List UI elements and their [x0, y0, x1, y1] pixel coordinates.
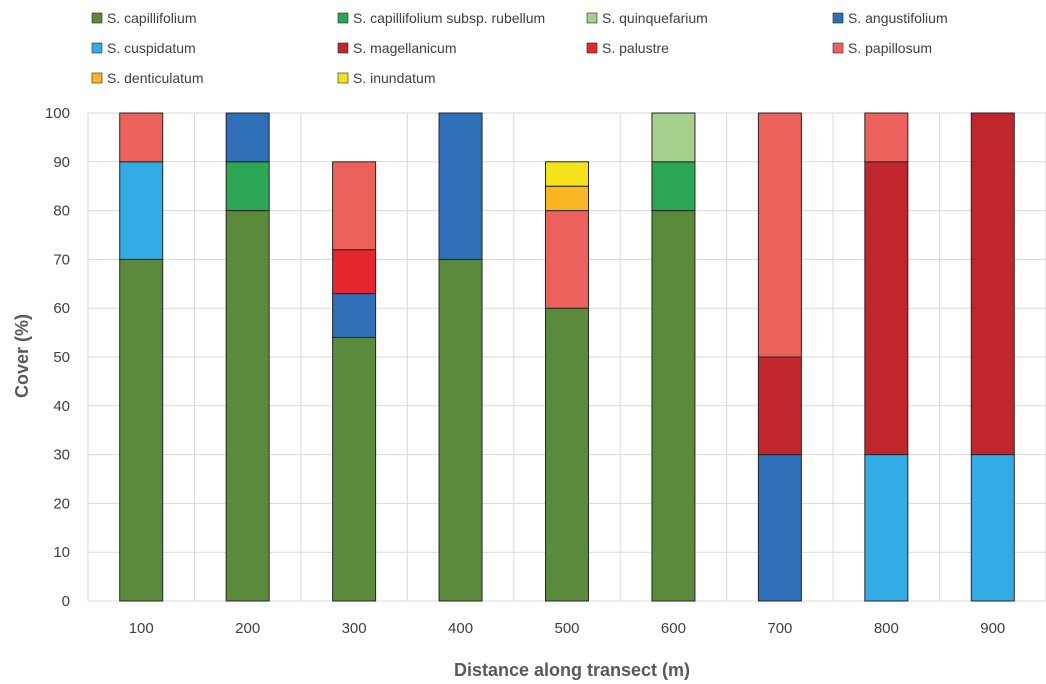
- bar-segment: [651, 112, 696, 163]
- legend-label: S. capillifolium subsp. rubellum: [353, 10, 545, 26]
- bar-segment: [545, 307, 589, 602]
- bar-segment: [225, 161, 270, 212]
- y-axis-title: Cover (%): [12, 314, 32, 398]
- legend-label: S. capillifolium: [107, 10, 196, 26]
- y-tick-label: 20: [53, 495, 70, 512]
- y-tick-label: 90: [53, 154, 70, 171]
- legend-swatch: [337, 72, 349, 84]
- legend-label: S. cuspidatum: [107, 40, 196, 56]
- bar-segment: [651, 161, 696, 212]
- bar-segment: [757, 454, 802, 602]
- bar-segment: [119, 112, 164, 163]
- legend-swatch: [91, 42, 103, 54]
- y-tick-label: 0: [62, 593, 70, 610]
- legend-swatch: [586, 42, 598, 54]
- bar-segment: [332, 161, 377, 251]
- x-axis-title: Distance along transect (m): [454, 660, 690, 680]
- bar-segment: [545, 161, 589, 187]
- y-tick-label: 80: [53, 203, 70, 220]
- bar-segment: [438, 258, 483, 602]
- legend-label: S. angustifolium: [848, 10, 948, 26]
- bar-segment: [545, 185, 589, 212]
- bar-segment: [545, 210, 589, 309]
- y-tick-label: 50: [53, 349, 70, 366]
- legend-swatch: [91, 72, 103, 84]
- bar-segment: [119, 161, 164, 260]
- legend-label: S. quinquefarium: [602, 10, 708, 26]
- bar-segment: [970, 112, 1015, 456]
- legend-label: S. denticulatum: [107, 70, 204, 86]
- x-tick-label: 600: [661, 620, 686, 637]
- y-tick-label: 100: [45, 105, 70, 122]
- bar-segment: [438, 112, 483, 260]
- legend-swatch: [337, 12, 349, 24]
- bar-segment: [970, 454, 1015, 602]
- legend-swatch: [832, 12, 844, 24]
- bars: [119, 112, 1015, 602]
- bar-segment: [864, 161, 909, 456]
- bar-segment: [225, 210, 270, 602]
- bar-segment: [332, 293, 377, 338]
- x-tick-label: 200: [235, 620, 260, 637]
- bar-segment: [332, 336, 377, 602]
- x-tick-label: 300: [342, 620, 367, 637]
- legend-swatch: [832, 42, 844, 54]
- bar-segment: [119, 258, 164, 602]
- y-tick-label: 40: [53, 398, 70, 415]
- y-tick-label: 60: [53, 300, 70, 317]
- y-tick-label: 70: [53, 251, 70, 268]
- bar-segment: [651, 210, 696, 602]
- x-axis-ticks: 100 200 300 400 500 600 700 800 900: [129, 620, 1006, 637]
- y-tick-label: 10: [53, 544, 70, 561]
- legend: S. capillifolium S. capillifolium subsp. …: [91, 10, 948, 86]
- bar-segment: [864, 112, 909, 163]
- bar-segment: [757, 356, 802, 456]
- x-tick-label: 100: [129, 620, 154, 637]
- legend-label: S. papillosum: [848, 40, 932, 56]
- x-tick-label: 500: [554, 620, 579, 637]
- bar-segment: [864, 454, 909, 602]
- bar-segment: [332, 249, 377, 295]
- y-axis-ticks: 0 10 20 30 40 50 60 70 80 90 100: [45, 105, 70, 610]
- bar-segment: [225, 112, 270, 163]
- x-tick-label: 800: [874, 620, 899, 637]
- legend-label: S. magellanicum: [353, 40, 457, 56]
- legend-swatch: [337, 42, 349, 54]
- legend-swatch: [586, 12, 598, 24]
- x-tick-label: 400: [448, 620, 473, 637]
- legend-label: S. palustre: [602, 40, 669, 56]
- x-tick-label: 700: [767, 620, 792, 637]
- legend-swatch: [91, 12, 103, 24]
- bar-segment: [757, 112, 802, 358]
- x-tick-label: 900: [980, 620, 1005, 637]
- legend-label: S. inundatum: [353, 70, 436, 86]
- y-tick-label: 30: [53, 447, 70, 464]
